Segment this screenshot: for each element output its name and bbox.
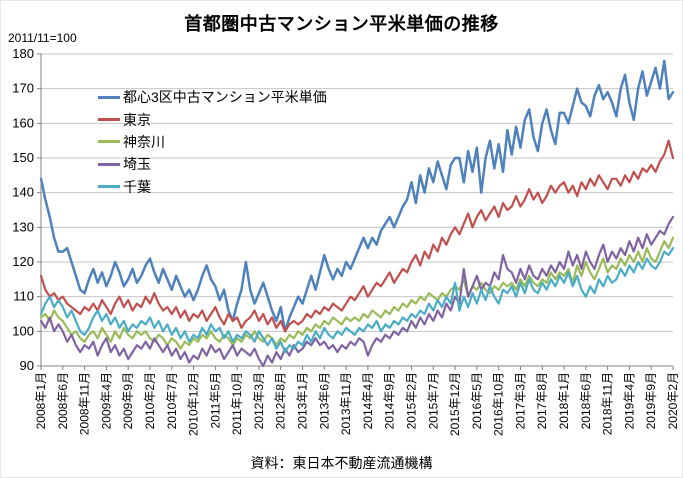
source-note: 資料：東日本不動産流通機構 (250, 455, 433, 471)
x-tick-label: 2012年8月 (274, 372, 288, 429)
y-tick-label: 100 (12, 323, 34, 338)
y-tick-label: 130 (12, 219, 34, 234)
x-tick-label: 2013年11月 (339, 372, 353, 435)
legend-line-swatch (98, 118, 120, 122)
x-tick-label: 2014年9月 (383, 372, 397, 429)
legend-label: 埼玉 (123, 156, 151, 173)
y-tick-label: 170 (12, 81, 34, 96)
chart-title: 首都圏中古マンション平米単価の推移 (184, 14, 499, 34)
legend-label: 東京 (123, 111, 151, 128)
series-line-3 (39, 215, 675, 368)
legend-label: 神奈川 (123, 133, 165, 150)
legend-line-swatch (98, 162, 120, 166)
legend-item: 都心3区中古マンション平米単価 (98, 86, 327, 108)
x-tick-label: 2013年1月 (296, 372, 310, 429)
legend-item: 千葉 (98, 176, 327, 198)
x-tick-label: 2018年1月 (557, 372, 571, 429)
y-tick-label: 120 (12, 254, 34, 269)
x-tick-label: 2012年3月 (252, 372, 266, 429)
x-tick-label: 2014年4月 (361, 372, 375, 429)
x-tick-label: 2017年3月 (513, 372, 527, 429)
x-tick-label: 2010年12月 (187, 372, 201, 436)
series-line-4 (39, 247, 675, 354)
legend-item: 埼玉 (98, 153, 327, 175)
x-tick-label: 2018年11月 (601, 372, 615, 435)
x-tick-label: 2009年4月 (99, 372, 113, 429)
x-tick-label: 2010年2月 (143, 372, 157, 429)
x-tick-label: 2015年12月 (448, 372, 462, 436)
x-tick-label: 2016年10月 (492, 372, 506, 436)
x-tick-label: 2013年6月 (317, 372, 331, 429)
index-base-note: 2011/11=100 (8, 31, 77, 45)
x-tick-label: 2016年5月 (470, 372, 484, 429)
legend-line-swatch (98, 140, 120, 144)
y-tick-label: 110 (13, 289, 34, 304)
y-tick-label: 180 (12, 46, 34, 61)
x-tick-label: 2019年9月 (644, 372, 658, 429)
x-tick-label: 2008年1月 (34, 372, 48, 429)
legend-line-swatch (98, 185, 120, 189)
x-tick-label: 2015年2月 (404, 372, 418, 429)
series-line-1 (39, 139, 675, 333)
y-tick-label: 150 (12, 150, 34, 165)
x-tick-label: 2020年2月 (666, 372, 680, 429)
x-tick-label: 2017年8月 (535, 372, 549, 429)
legend-item: 神奈川 (98, 131, 327, 153)
legend-label: 千葉 (123, 178, 151, 195)
series-line-0 (39, 59, 675, 333)
x-tick-label: 2011年5月 (208, 372, 222, 428)
chart-legend: 都心3区中古マンション平米単価 東京神奈川埼玉千葉 (98, 86, 327, 198)
x-tick-label: 2009年9月 (121, 372, 135, 429)
legend-item: 東京 (98, 108, 327, 130)
x-tick-label: 2010年7月 (165, 372, 179, 429)
x-tick-label: 2015年7月 (426, 372, 440, 429)
x-tick-label: 2019年4月 (622, 372, 636, 429)
y-tick-label: 90 (20, 358, 34, 373)
legend-label: 都心3区中古マンション平米単価 (123, 89, 327, 106)
x-tick-label: 2018年6月 (579, 372, 593, 429)
series-line-2 (39, 236, 675, 350)
legend-line-swatch (98, 95, 120, 99)
x-tick-label: 2011年10月 (230, 372, 244, 435)
y-tick-label: 160 (12, 115, 34, 130)
x-tick-label: 2008年11月 (78, 372, 92, 435)
x-tick-label: 2008年6月 (56, 372, 70, 429)
y-tick-label: 140 (12, 185, 34, 200)
